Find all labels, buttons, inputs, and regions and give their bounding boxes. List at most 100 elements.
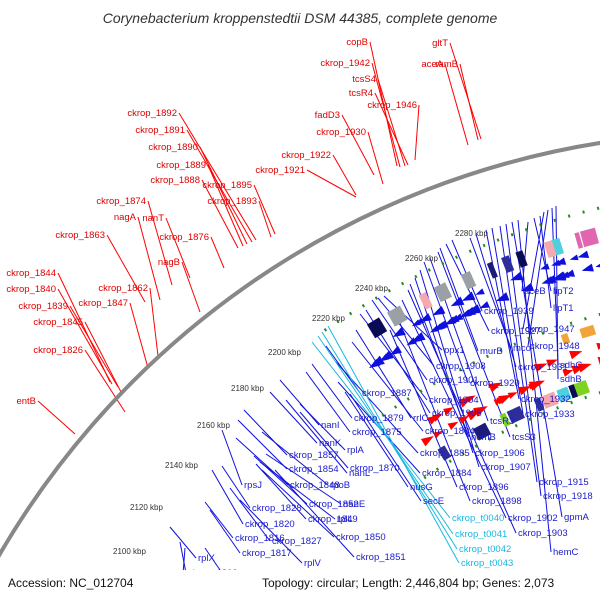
annotation-block xyxy=(579,227,600,248)
leader-line xyxy=(414,104,420,161)
leader-line xyxy=(475,233,517,368)
leader-line xyxy=(377,78,406,167)
reverse-gene-label: rplL xyxy=(337,514,353,525)
forward-gene-arrow xyxy=(517,386,532,396)
forward-gene-label: ckrop_1889 xyxy=(156,160,206,171)
forward-gene-label: ckrop_1921 xyxy=(255,165,305,176)
leader-line xyxy=(149,287,159,357)
reverse-gene-label: ckrop_1915 xyxy=(539,477,589,488)
reverse-gene-label: ckrop_1885 xyxy=(420,448,470,459)
reverse-gene-label: nanI xyxy=(321,420,340,431)
forward-gene-label: ckrop_1845 xyxy=(33,317,83,328)
leader-line xyxy=(332,154,357,196)
reverse-gene-label: ckrop_1932 xyxy=(521,394,571,405)
leader-line xyxy=(349,393,422,502)
reverse-gene-arrow xyxy=(479,301,490,309)
footer-background xyxy=(0,570,600,600)
reverse-gene-label: rpsJ xyxy=(244,480,262,491)
annotation-block xyxy=(540,391,559,409)
forward-gene-label: ckrop_1862 xyxy=(98,283,148,294)
reverse-gene-label: ckrop_1907 xyxy=(481,462,531,473)
annotation-block xyxy=(366,317,388,339)
leader-line xyxy=(527,209,549,347)
leader-line xyxy=(129,302,149,369)
leader-line xyxy=(522,211,545,330)
reverse-gene-label: ckrop_1828 xyxy=(252,503,302,514)
forward-gene-label: ckrop_1891 xyxy=(135,125,185,136)
forward-gene-arrow xyxy=(562,369,574,377)
reverse-gene-label: ckrop_1903 xyxy=(518,528,568,539)
reverse-gene-label: ckrop_1850 xyxy=(336,532,386,543)
leader-line xyxy=(178,112,257,241)
leader-line xyxy=(351,341,424,432)
leader-line xyxy=(253,455,308,505)
leader-line xyxy=(344,391,409,488)
leader-line xyxy=(37,400,76,435)
forward-gene-label: ckrop_1892 xyxy=(127,108,177,119)
reverse-gene-label: ckrop_1904 xyxy=(429,395,479,406)
reverse-gene-label: nanE xyxy=(343,499,365,510)
reverse-gene-label: ckrop_1816 xyxy=(235,533,285,544)
leader-line xyxy=(306,169,357,198)
leader-line xyxy=(237,419,288,470)
reverse-gene-arrow xyxy=(437,320,449,329)
leader-line xyxy=(165,217,191,279)
leader-line xyxy=(469,237,512,349)
reverse-gene-label: murB xyxy=(480,346,503,357)
leader-line xyxy=(355,329,412,419)
reverse-gene-label: ckrop_1851 xyxy=(356,552,406,563)
reverse-gene-label: ckrop_1906 xyxy=(475,448,525,459)
forward-gene-label: tcsR4 xyxy=(349,88,373,99)
leader-line xyxy=(239,499,303,564)
annotation-block xyxy=(486,261,498,279)
reverse-gene-label: ckrop_1927 xyxy=(491,326,541,337)
forward-gene-arrow xyxy=(573,366,585,373)
leader-line xyxy=(299,411,349,469)
annotation-block xyxy=(506,405,526,424)
forward-gene-label: ckrop_1890 xyxy=(148,142,198,153)
reverse-gene-arrow xyxy=(461,291,476,301)
reverse-gene-label: sdhC xyxy=(560,360,582,371)
reverse-gene-label: ckrop_1905 xyxy=(432,408,482,419)
leader-line xyxy=(311,363,353,419)
leader-line xyxy=(57,288,113,385)
annotation-block xyxy=(560,333,571,345)
forward-gene-arrow xyxy=(569,350,583,360)
reverse-gene-label: rpoB xyxy=(330,480,350,491)
reverse-gene-arrow xyxy=(554,257,567,265)
reverse-gene-label: ckrop_1939 xyxy=(484,306,534,317)
reverse-gene-label: ckrop_1894 xyxy=(425,426,475,437)
reverse-gene-arrow xyxy=(496,292,510,302)
reverse-gene-label: ckrop_1887 xyxy=(362,388,412,399)
leader-line xyxy=(147,200,173,286)
leader-line xyxy=(255,463,307,520)
reverse-gene-label: rplV xyxy=(304,558,322,569)
leader-line xyxy=(235,437,289,486)
forward-gene-arrow xyxy=(533,363,547,373)
reverse-gene-label: ckrop_1902 xyxy=(508,513,558,524)
forward-gene-label: ckrop_1942 xyxy=(320,58,370,69)
leader-line xyxy=(204,501,234,539)
forward-gene-label: ckrop_1840 xyxy=(6,284,56,295)
leader-line xyxy=(211,469,244,525)
reverse-gene-label: secE xyxy=(423,496,444,507)
forward-gene-label: ckrop_1874 xyxy=(96,196,146,207)
leader-line xyxy=(371,299,428,381)
forward-gene-arrow xyxy=(458,415,470,424)
leader-line xyxy=(258,200,272,238)
reverse-gene-label: ckrop_1898 xyxy=(472,496,522,507)
reverse-gene-label: sdhB xyxy=(560,374,582,385)
leader-line xyxy=(321,331,458,550)
reverse-gene-arrow xyxy=(466,307,477,315)
reverse-gene-label: ckrop_1884 xyxy=(422,468,472,479)
forward-gene-arrow xyxy=(546,359,558,368)
reverse-gene-label: rrlC xyxy=(413,413,428,424)
leader-line xyxy=(374,92,409,166)
reverse-gene-label: mco xyxy=(513,343,531,354)
reverse-gene-label: ckrop_1920 xyxy=(470,378,520,389)
leader-line xyxy=(169,526,197,559)
reverse-gene-label: nanK xyxy=(319,438,342,449)
annotation-block xyxy=(499,412,511,428)
reverse-gene-label: hemC xyxy=(553,547,578,558)
reverse-gene-arrow xyxy=(520,282,535,292)
